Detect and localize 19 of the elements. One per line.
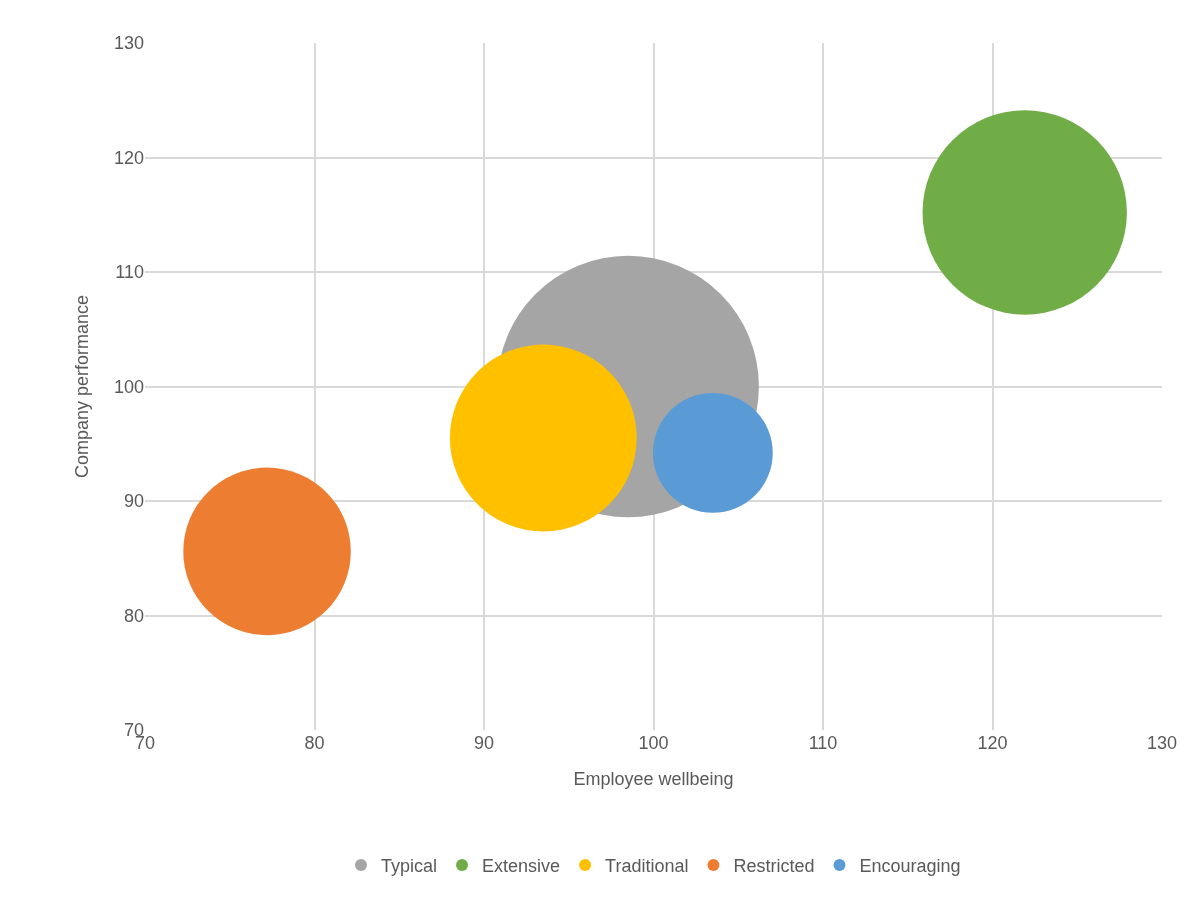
legend-label: Encouraging xyxy=(859,856,961,877)
legend-label: Typical xyxy=(381,856,438,877)
x-axis-title: Employee wellbeing xyxy=(573,769,734,790)
x-tick-label: 100 xyxy=(638,733,669,753)
y-tick-label: 130 xyxy=(113,33,144,54)
y-tick-label: 120 xyxy=(113,147,144,168)
legend-label: Restricted xyxy=(733,856,815,877)
x-tick-label: 130 xyxy=(1146,733,1178,753)
y-tick-label: 100 xyxy=(113,376,144,397)
y-tick-label: 110 xyxy=(115,262,144,283)
y-axis-title: Company performance xyxy=(72,294,93,479)
x-tick-label: 110 xyxy=(808,733,838,753)
legend-label: Traditional xyxy=(605,856,689,877)
x-tick-label: 120 xyxy=(977,733,1008,753)
x-tick-label: 80 xyxy=(304,733,325,753)
legend-label: Extensive xyxy=(482,856,561,877)
y-tick-label: 90 xyxy=(123,491,144,512)
x-tick-label: 90 xyxy=(473,733,495,753)
y-tick-label: 80 xyxy=(123,605,144,626)
